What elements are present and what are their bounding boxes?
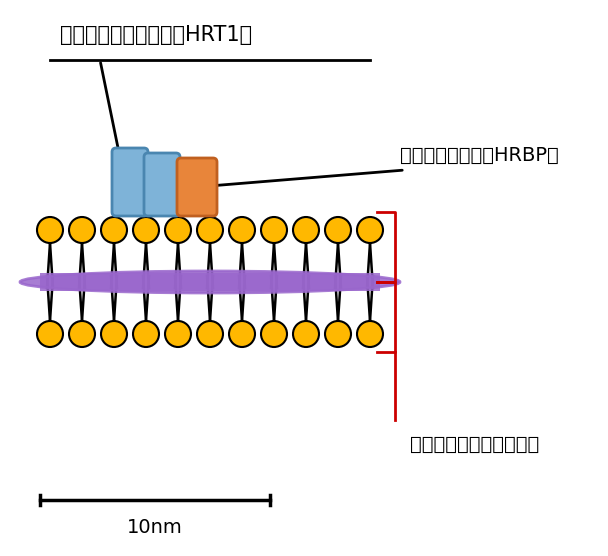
Circle shape <box>229 321 255 347</box>
Circle shape <box>325 321 351 347</box>
Bar <box>40 273 380 291</box>
Circle shape <box>197 217 223 243</box>
Circle shape <box>197 321 223 347</box>
Circle shape <box>165 217 191 243</box>
Text: 10nm: 10nm <box>127 518 183 537</box>
Circle shape <box>357 217 383 243</box>
Circle shape <box>261 217 287 243</box>
FancyBboxPatch shape <box>177 158 217 216</box>
Circle shape <box>261 321 287 347</box>
Circle shape <box>101 321 127 347</box>
Circle shape <box>293 321 319 347</box>
Circle shape <box>69 217 95 243</box>
Circle shape <box>165 321 191 347</box>
Circle shape <box>293 217 319 243</box>
Circle shape <box>229 217 255 243</box>
Text: 人工膜（ナノディスク）: 人工膜（ナノディスク） <box>410 435 539 454</box>
Circle shape <box>325 217 351 243</box>
Circle shape <box>69 321 95 347</box>
Text: 天然ゴム生合成酵素（HRT1）: 天然ゴム生合成酵素（HRT1） <box>60 25 252 45</box>
Circle shape <box>37 217 63 243</box>
FancyBboxPatch shape <box>144 153 180 216</box>
Circle shape <box>101 217 127 243</box>
FancyBboxPatch shape <box>112 148 148 216</box>
Circle shape <box>357 321 383 347</box>
Circle shape <box>133 321 159 347</box>
Circle shape <box>133 217 159 243</box>
Text: 補助タンパク質（HRBP）: 補助タンパク質（HRBP） <box>400 146 559 165</box>
Ellipse shape <box>20 271 400 293</box>
Circle shape <box>37 321 63 347</box>
